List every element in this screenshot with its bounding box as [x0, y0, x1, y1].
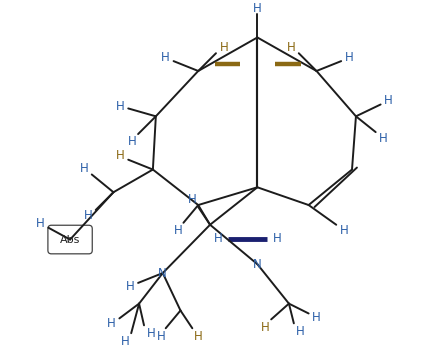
Text: H: H — [286, 41, 295, 54]
Text: H: H — [188, 193, 197, 206]
Text: H: H — [345, 51, 354, 64]
Text: H: H — [36, 217, 45, 230]
Text: H: H — [116, 149, 125, 162]
Text: H: H — [80, 162, 88, 175]
Text: H: H — [384, 94, 393, 107]
Text: H: H — [156, 330, 165, 343]
Text: H: H — [214, 232, 222, 245]
Text: H: H — [194, 330, 202, 343]
Text: H: H — [312, 311, 321, 324]
Text: H: H — [128, 135, 137, 149]
Text: H: H — [220, 41, 228, 54]
Text: N: N — [253, 258, 262, 271]
Text: H: H — [161, 51, 170, 64]
Text: H: H — [296, 325, 305, 338]
Text: H: H — [253, 2, 262, 15]
Text: H: H — [379, 132, 388, 144]
Text: H: H — [340, 224, 348, 237]
Text: N: N — [158, 267, 167, 279]
Text: Abs: Abs — [60, 235, 80, 245]
Text: H: H — [174, 224, 183, 237]
Text: H: H — [83, 209, 92, 222]
Text: H: H — [261, 321, 270, 334]
Text: H: H — [107, 317, 116, 330]
Text: H: H — [116, 100, 125, 113]
FancyBboxPatch shape — [48, 225, 92, 254]
Text: H: H — [273, 232, 282, 245]
Text: H: H — [126, 280, 134, 293]
Text: H: H — [146, 327, 155, 340]
Text: H: H — [121, 334, 130, 348]
